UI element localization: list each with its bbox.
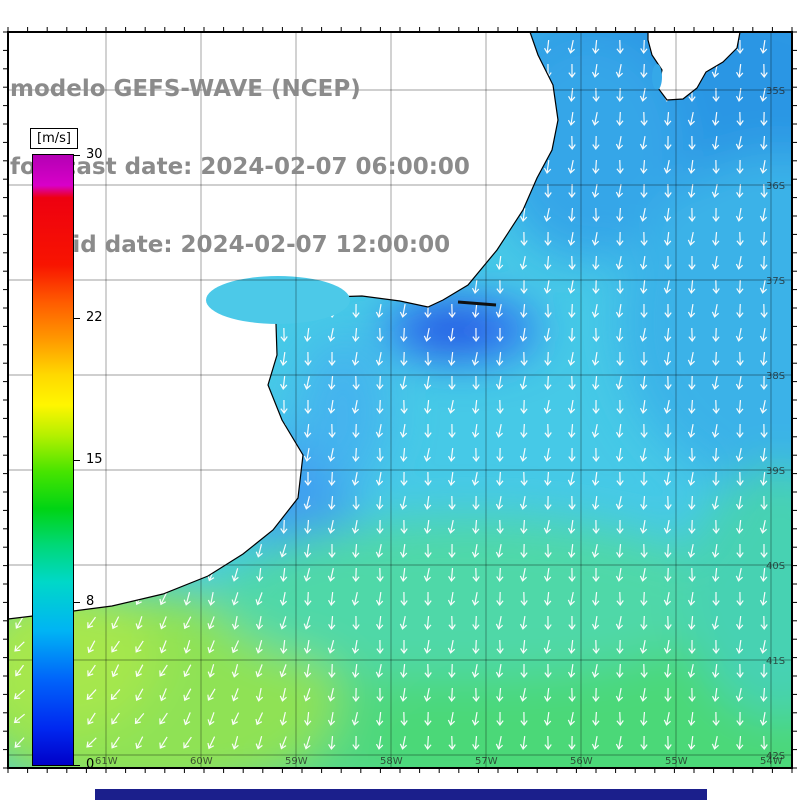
svg-text:37S: 37S bbox=[766, 276, 785, 287]
valid-date: valid date: 2024-02-07 12:00:00 bbox=[10, 232, 451, 258]
colorbar-tick-label: 30 bbox=[86, 146, 103, 162]
svg-text:42S: 42S bbox=[766, 751, 785, 762]
colorbar-tick-mark bbox=[74, 602, 80, 604]
svg-text:40S: 40S bbox=[766, 561, 785, 572]
colorbar-tick-mark bbox=[74, 765, 80, 766]
svg-text:36S: 36S bbox=[766, 181, 785, 192]
colorbar-tick-label: 8 bbox=[86, 594, 95, 610]
svg-text:58W: 58W bbox=[380, 756, 403, 767]
svg-text:56W: 56W bbox=[570, 756, 593, 767]
colorbar-gradient bbox=[32, 154, 74, 766]
svg-text:59W: 59W bbox=[285, 756, 308, 767]
colorbar-tick-label: 22 bbox=[86, 309, 103, 325]
svg-text:54W: 54W bbox=[760, 756, 783, 767]
svg-text:35S: 35S bbox=[766, 86, 785, 97]
svg-text:60W: 60W bbox=[190, 756, 213, 767]
svg-text:61W: 61W bbox=[95, 756, 118, 767]
svg-text:55W: 55W bbox=[665, 756, 688, 767]
forecast-date: forecast date: 2024-02-07 06:00:00 bbox=[10, 154, 470, 180]
colorbar-tick-mark bbox=[74, 460, 80, 461]
colorbar-tick-label: 0 bbox=[86, 756, 95, 772]
svg-text:41S: 41S bbox=[766, 656, 785, 667]
colorbar-unit-label: [m/s] bbox=[30, 128, 78, 149]
svg-text:57W: 57W bbox=[475, 756, 498, 767]
model-title: modelo GEFS-WAVE (NCEP) bbox=[10, 76, 361, 102]
svg-text:39S: 39S bbox=[766, 466, 785, 477]
colorbar-tick-mark bbox=[74, 155, 80, 156]
colorbar-tick-mark bbox=[74, 317, 80, 319]
title-block: modelo GEFS-WAVE (NCEP) forecast date: 2… bbox=[10, 24, 470, 310]
colorbar-tick-label: 15 bbox=[86, 451, 103, 467]
svg-text:38S: 38S bbox=[766, 371, 785, 382]
bottom-bar bbox=[95, 789, 707, 800]
